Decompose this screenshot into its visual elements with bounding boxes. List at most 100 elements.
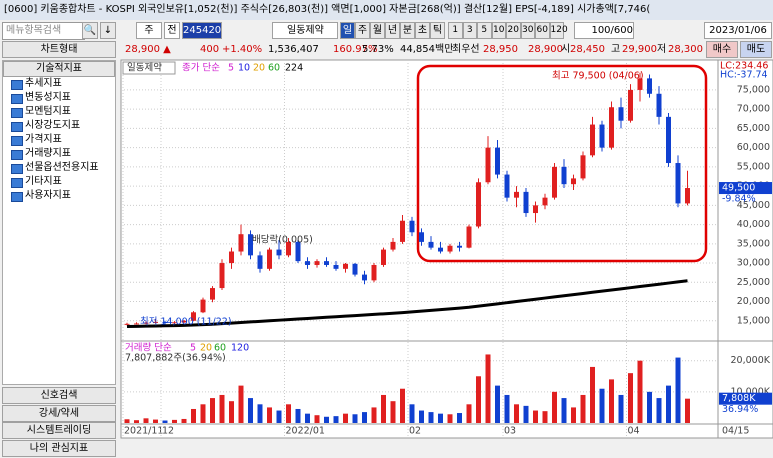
candle-body <box>666 116 671 164</box>
chart-type-button[interactable]: 차트형태 <box>2 41 116 58</box>
candle-body <box>656 93 662 117</box>
sell-button[interactable]: 매도 <box>740 41 772 58</box>
candle-body <box>685 188 690 204</box>
x-tick-label: 03 <box>504 426 516 437</box>
hc-label: HC:-37.74 <box>720 70 768 81</box>
date-input[interactable]: 2023/01/06 <box>704 22 772 39</box>
volume-bar <box>324 416 329 423</box>
candle-body <box>200 299 206 313</box>
volume-bar <box>362 412 367 423</box>
quote-vol-ratio: 160.97% <box>333 44 378 55</box>
candle-body <box>181 320 187 323</box>
period-button[interactable]: 일 <box>340 22 355 39</box>
sidebar-button[interactable]: 나의 관심지표 <box>2 439 116 457</box>
ma-legend: 10 <box>238 63 250 74</box>
search-button[interactable]: 🔍 <box>82 22 98 39</box>
quote-low-label: 저 <box>657 44 667 55</box>
period-button[interactable]: 년 <box>385 22 400 39</box>
volume-bar <box>381 394 386 423</box>
candle-body <box>542 197 548 206</box>
y-tick-label: 15,000 <box>737 315 770 326</box>
candle-body <box>162 321 168 324</box>
volume-bar <box>561 398 567 423</box>
volume-legend: 60 <box>214 343 226 354</box>
quote-high: 29,900 <box>622 44 657 55</box>
period-button[interactable]: 주 <box>355 22 370 39</box>
volume-bar <box>314 415 320 423</box>
indicator-list: 추세지표 변동성지표 모멘텀지표 시장강도지표 가격지표 거래량지표 선물옵션전용지표 기타지… <box>3 77 115 203</box>
volume-bar <box>523 405 529 423</box>
candle-body <box>124 323 130 325</box>
volume-bar <box>428 412 434 423</box>
indicator-item[interactable]: 가격지표 <box>3 133 115 147</box>
indicator-item[interactable]: 사용자지표 <box>3 189 115 203</box>
volume-bar <box>542 411 548 423</box>
period-button[interactable]: 분 <box>400 22 415 39</box>
sidebar-button[interactable]: 신호검색 <box>2 387 116 404</box>
quote-best: 최우선 <box>452 44 480 55</box>
interval-button[interactable]: 10 <box>491 22 506 39</box>
volume-bar <box>590 366 595 423</box>
candle-body <box>143 322 149 324</box>
interval-button[interactable]: 60 <box>535 22 550 39</box>
down-button[interactable]: ↓ <box>100 22 116 39</box>
sidebar-button[interactable]: 시스템트레이딩 <box>2 422 116 439</box>
scope-select[interactable]: 전 <box>164 22 180 39</box>
candle-body <box>419 232 424 242</box>
candle-body <box>514 191 519 198</box>
candle-body <box>609 107 614 148</box>
candle-body <box>381 249 386 265</box>
volume-bar <box>599 388 605 423</box>
code-input[interactable]: 245420 <box>182 22 222 39</box>
period-button[interactable]: 틱 <box>430 22 445 39</box>
y-tick-label: 75,000 <box>737 84 770 95</box>
interval-button[interactable]: 30 <box>520 22 535 39</box>
volume-bar <box>200 404 206 423</box>
volume-summary: 7,807,882주(36.94%) <box>125 353 226 364</box>
buy-button[interactable]: 매수 <box>706 41 738 58</box>
indicator-item[interactable]: 기타지표 <box>3 175 115 189</box>
indicator-item[interactable]: 추세지표 <box>3 77 115 91</box>
indicator-item[interactable]: 모멘텀지표 <box>3 105 115 119</box>
current-volume-rate: 36.94% <box>722 404 758 415</box>
current-volume: 7,808K <box>722 393 756 404</box>
indicator-item[interactable]: 변동성지표 <box>3 91 115 105</box>
candle-body <box>219 263 225 289</box>
y-tick-label: 25,000 <box>737 277 770 288</box>
interval-button[interactable]: 1 <box>448 22 463 39</box>
candle-body <box>191 312 196 321</box>
interval-button[interactable]: 120 <box>549 22 568 39</box>
interval-button[interactable]: 5 <box>477 22 492 39</box>
indicator-item[interactable]: 선물옵션전용지표 <box>3 161 115 175</box>
quote-volume: 1,536,407 <box>268 44 319 55</box>
candle-body <box>390 241 396 250</box>
volume-bar <box>210 398 215 423</box>
y-tick-label: 35,000 <box>737 238 770 249</box>
indicator-item[interactable]: 거래량지표 <box>3 147 115 161</box>
quote-change: 400 <box>200 44 220 55</box>
sidebar-button[interactable]: 강세/약세 <box>2 404 116 422</box>
period-button[interactable]: 월 <box>370 22 385 39</box>
interval-button[interactable]: 20 <box>506 22 521 39</box>
market-select[interactable]: 주 <box>136 22 162 39</box>
period-button[interactable]: 초 <box>415 22 430 39</box>
quote-bid: 28,900 <box>528 44 563 55</box>
quote-high-label: 고 <box>611 44 621 55</box>
volume-bar <box>409 404 415 423</box>
candle-body <box>485 147 491 183</box>
indicator-panel: 기술적지표 추세지표 변동성지표 모멘텀지표 시장강도지표 가격지표 거래량지표 선물옵션전… <box>2 60 116 385</box>
volume-bar <box>390 401 396 423</box>
interval-button[interactable]: 3 <box>462 22 477 39</box>
indicator-item[interactable]: 시장강도지표 <box>3 119 115 133</box>
chart-background <box>120 59 773 439</box>
quote-open-label: 시 <box>561 44 571 55</box>
candle-body <box>362 274 367 281</box>
x-tick-label: 2021/11 <box>124 426 163 437</box>
candle-body <box>409 220 415 233</box>
candle-body <box>333 264 339 269</box>
count-input[interactable]: 100/600 <box>574 22 634 39</box>
annotation: 배당락(0.005) <box>252 234 313 246</box>
volume-bar <box>438 413 443 423</box>
candle-body <box>172 322 177 324</box>
